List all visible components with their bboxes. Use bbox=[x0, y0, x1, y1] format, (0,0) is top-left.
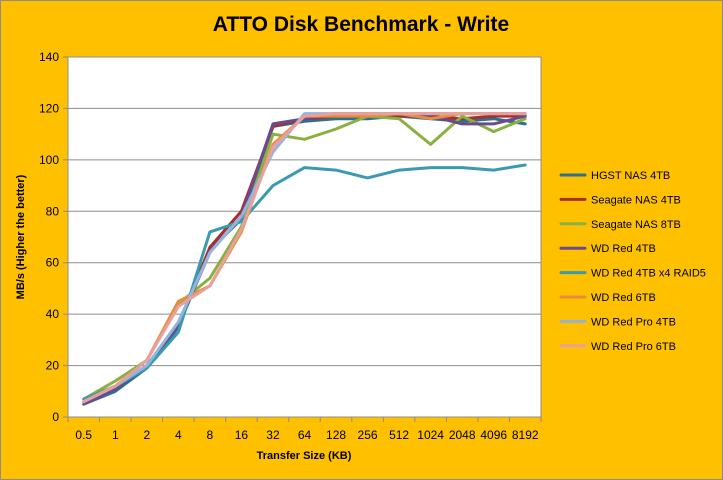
x-axis-label: Transfer Size (KB) bbox=[257, 450, 352, 462]
x-axis-ticks: 0.5 1 2 4 8 16 32 64 128 256 512 1024 2048 4096 8192 bbox=[67, 417, 542, 442]
legend-label: WD Red Pro 6TB bbox=[591, 341, 676, 353]
y-tick-label: 0 bbox=[52, 410, 59, 424]
x-tick-label: 4 bbox=[175, 428, 182, 442]
y-tick-label: 40 bbox=[46, 307, 60, 321]
x-tick-label: 64 bbox=[298, 428, 312, 442]
x-tick-label: 32 bbox=[266, 428, 280, 442]
x-tick-label: 1024 bbox=[417, 428, 444, 442]
plot-area bbox=[67, 56, 542, 418]
y-axis-label: MB/s (Higher the better) bbox=[15, 174, 27, 299]
legend-label: WD Red 4TB x4 RAID5 bbox=[591, 268, 706, 280]
series-line bbox=[82, 112, 527, 404]
legend-label: WD Red 4TB bbox=[591, 243, 656, 255]
series-line bbox=[82, 163, 527, 401]
y-tick-label: 100 bbox=[39, 153, 59, 167]
x-tick-label: 2 bbox=[143, 428, 150, 442]
x-tick-label: 256 bbox=[358, 428, 378, 442]
y-tick-label: 60 bbox=[46, 256, 60, 270]
series-lines bbox=[82, 112, 527, 406]
legend-label: Seagate NAS 4TB bbox=[591, 194, 681, 206]
legend: HGST NAS 4TB Seagate NAS 4TB Seagate NAS 8… bbox=[559, 170, 706, 353]
x-tick-label: 128 bbox=[326, 428, 346, 442]
x-tick-label: 8 bbox=[207, 428, 214, 442]
y-tick-label: 20 bbox=[46, 359, 60, 373]
chart-title: ATTO Disk Benchmark - Write bbox=[213, 13, 509, 36]
x-tick-label: 1 bbox=[112, 428, 119, 442]
x-tick-label: 2048 bbox=[449, 428, 476, 442]
legend-label: Seagate NAS 8TB bbox=[591, 219, 681, 231]
x-tick-label: 16 bbox=[235, 428, 249, 442]
legend-label: HGST NAS 4TB bbox=[591, 170, 670, 182]
x-tick-label: 8192 bbox=[512, 428, 539, 442]
x-tick-label: 0.5 bbox=[75, 428, 92, 442]
y-axis-ticks: 0 20 40 60 80 100 120 140 bbox=[39, 50, 68, 424]
legend-label: WD Red 6TB bbox=[591, 292, 656, 304]
x-tick-label: 512 bbox=[389, 428, 409, 442]
y-tick-label: 80 bbox=[46, 204, 60, 218]
x-tick-label: 4096 bbox=[480, 428, 507, 442]
y-tick-label: 140 bbox=[39, 50, 59, 64]
legend-label: WD Red Pro 4TB bbox=[591, 316, 676, 328]
y-tick-label: 120 bbox=[39, 101, 59, 115]
